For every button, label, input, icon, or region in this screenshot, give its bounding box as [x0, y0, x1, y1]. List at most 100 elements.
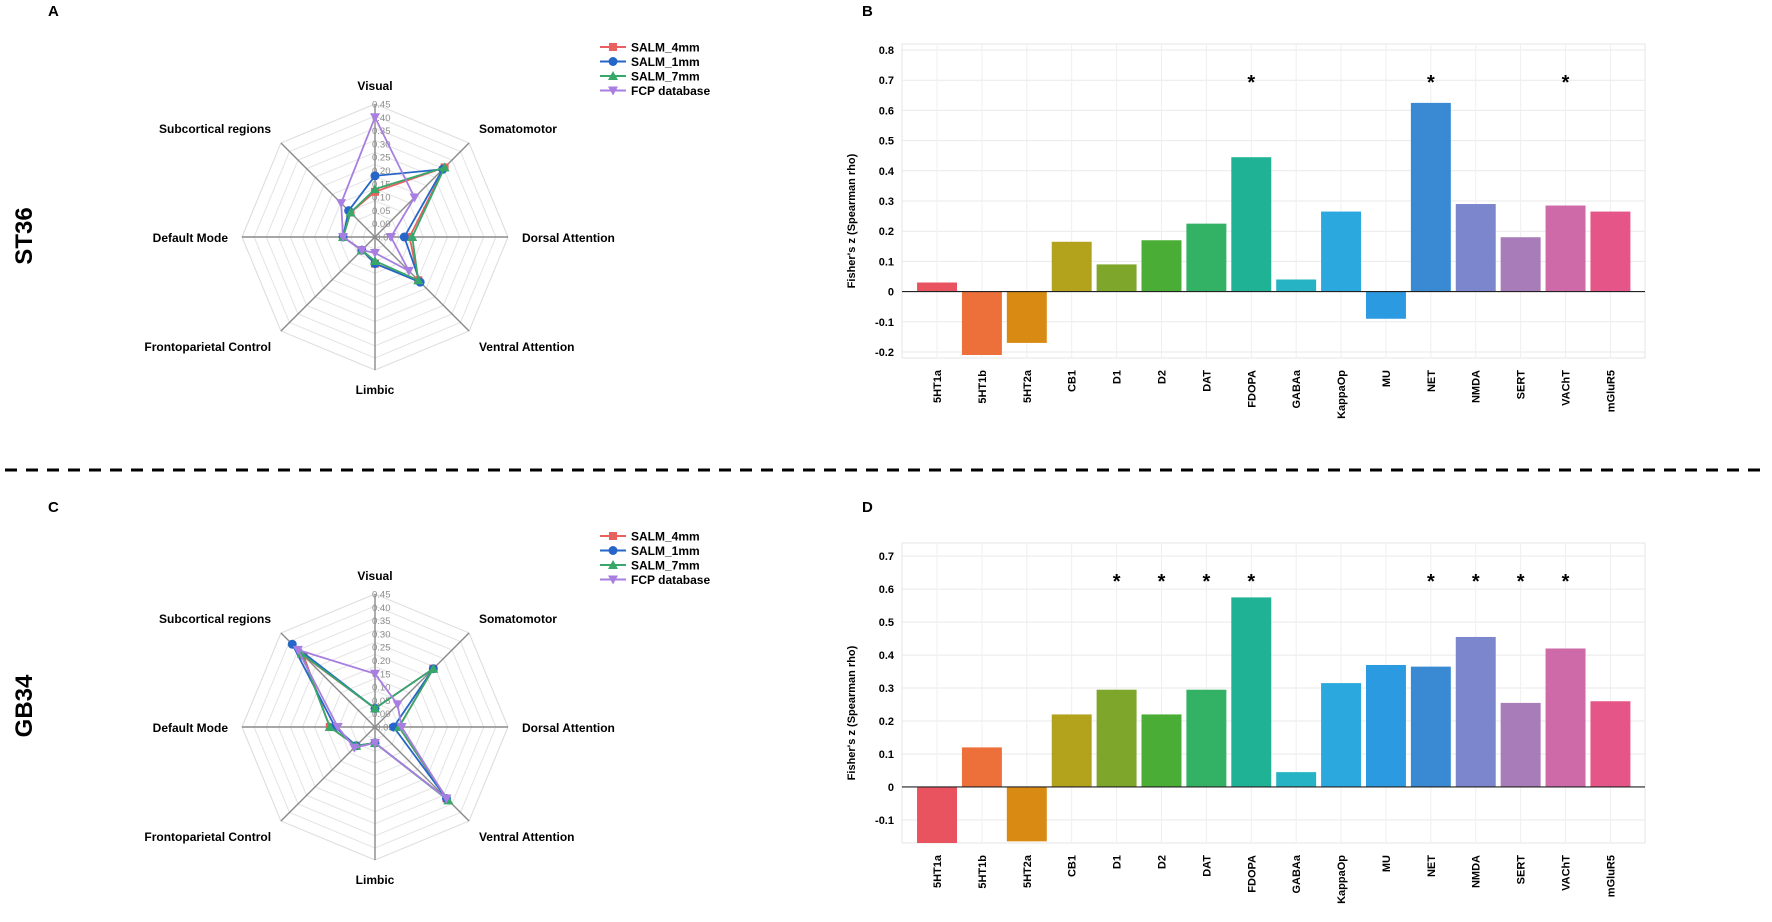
legend-marker-salm-7mm — [608, 71, 618, 80]
radar-point-fcp-database — [336, 199, 347, 209]
legend-marker-fcp-database — [608, 575, 618, 585]
x-tick-label-cb1: CB1 — [1067, 855, 1079, 877]
radar-point-salm-7mm — [370, 703, 380, 713]
radar-tick-label: 0.30 — [372, 629, 391, 640]
panel-label-b: B — [862, 3, 873, 20]
y-tick-label: 0 — [888, 782, 894, 794]
radar-tick-label: 0.00 — [372, 709, 391, 720]
significance-mark-fdopa: * — [1247, 72, 1255, 94]
radar-point-salm-7mm — [428, 663, 439, 673]
x-tick-label-kappaop: KappaOp — [1336, 370, 1348, 419]
significance-mark-dat: * — [1202, 571, 1210, 593]
significance-mark-net: * — [1427, 571, 1435, 593]
x-tick-label-sert: SERT — [1516, 370, 1528, 400]
radar-tick-label: 0.10 — [372, 683, 391, 694]
bar-gabaa — [1276, 279, 1317, 292]
x-tick-label-vacht: VAChT — [1561, 855, 1573, 891]
y-tick-label: 0.1 — [879, 256, 894, 268]
radar-tick-label: 0.25 — [372, 153, 391, 164]
radar-spoke — [374, 726, 470, 822]
radar-axis-label-somatomotor: Somatomotor — [479, 612, 557, 626]
radar-point-salm-1mm — [399, 232, 409, 242]
y-tick-label: 0.5 — [879, 617, 894, 629]
radar-axis-label-limbic: Limbic — [356, 383, 395, 397]
x-tick-label-mu: MU — [1381, 855, 1393, 872]
bar-net — [1410, 102, 1451, 292]
radar-tick-label: 0.05 — [372, 696, 391, 707]
radar-tick-label: 0.00 — [372, 219, 391, 230]
x-tick-label-gabaa: GABAa — [1291, 369, 1303, 408]
bar-mu — [1365, 664, 1406, 787]
radar-point-salm-7mm — [407, 232, 418, 241]
radar-point-fcp-database — [370, 248, 380, 258]
radar-point-fcp-database — [441, 794, 452, 804]
radar-axis-label-visual: Visual — [357, 569, 392, 583]
radar-axis-label-limbic: Limbic — [356, 873, 395, 887]
bar-kappaop — [1321, 683, 1362, 787]
significance-mark-fdopa: * — [1247, 571, 1255, 593]
significance-mark-d1: * — [1113, 571, 1121, 593]
radar-point-salm-7mm — [370, 184, 380, 194]
radar-point-fcp-database — [370, 738, 380, 748]
radar-point-fcp-database — [409, 193, 420, 203]
row-label-st36: ST36 — [11, 207, 38, 264]
x-tick-label-kappaop: KappaOp — [1336, 855, 1348, 904]
y-tick-label: 0.2 — [879, 716, 894, 728]
radar-tick-label: 0.40 — [372, 603, 391, 614]
bar-5ht1a — [917, 786, 957, 843]
legend-label-fcp-database: FCP database — [631, 573, 710, 587]
x-tick-label-mglur5: mGluR5 — [1605, 370, 1617, 412]
legend-label-salm-7mm: SALM_7mm — [631, 559, 700, 573]
bar-dat — [1186, 223, 1227, 292]
radar-point-salm-7mm — [345, 207, 356, 217]
radar-point-fcp-database — [370, 113, 380, 123]
legend-marker-salm-1mm — [608, 546, 618, 555]
bar-gabaa — [1276, 772, 1317, 787]
significance-mark-net: * — [1427, 72, 1435, 94]
radar-tick-label: 0.30 — [372, 139, 391, 150]
radar-point-fcp-database — [349, 743, 360, 753]
y-tick-label: 0.8 — [879, 45, 894, 57]
significance-mark-vacht: * — [1562, 72, 1570, 94]
bar-cb1 — [1051, 714, 1092, 787]
legend-marker-salm-4mm — [609, 43, 617, 51]
radar-point-fcp-database — [356, 246, 367, 256]
radar-axis-label-subcortical-regions: Subcortical regions — [159, 122, 271, 136]
y-tick-label: 0.7 — [879, 75, 894, 87]
panel-label-c: C — [48, 499, 59, 516]
radar-axis-label-frontoparietal-control: Frontoparietal Control — [144, 830, 271, 844]
significance-mark-d2: * — [1158, 571, 1166, 593]
x-tick-label-d1: D1 — [1112, 370, 1124, 384]
radar-point-fcp-database — [396, 723, 407, 732]
x-tick-label-5ht1b: 5HT1b — [977, 370, 989, 404]
bar-d1 — [1096, 264, 1137, 292]
y-tick-label: -0.1 — [875, 815, 894, 827]
x-tick-label-d2: D2 — [1156, 370, 1168, 384]
x-tick-label-sert: SERT — [1516, 855, 1528, 885]
bar-dat — [1186, 689, 1227, 787]
bar-d1 — [1096, 689, 1137, 787]
radar-spoke — [280, 142, 376, 238]
radar-axis-label-subcortical-regions: Subcortical regions — [159, 612, 271, 626]
bar-chart-d: -0.1 0 0.1 0.2 0.3 0.4 0.5 0.6 0.7 * * * * * * * * 5HT1a 5… — [846, 542, 1646, 904]
y-tick-label: 0.7 — [879, 551, 894, 563]
row-label-gb34: GB34 — [11, 674, 38, 737]
plot-frame — [901, 542, 1646, 844]
bar-5ht2a — [1006, 291, 1047, 343]
radar-axis-label-default-mode: Default Mode — [153, 721, 229, 735]
x-tick-label-net: NET — [1426, 370, 1438, 392]
radar-tick-label: 0.05 — [372, 206, 391, 217]
radar-point-salm-7mm — [370, 255, 380, 265]
radar-tick-label: 0.40 — [372, 113, 391, 124]
significance-mark-nmda: * — [1472, 571, 1480, 593]
x-tick-label-d2: D2 — [1156, 855, 1168, 869]
bar-sert — [1500, 702, 1541, 787]
y-tick-label: -0.1 — [875, 317, 894, 329]
radar-axis-label-default-mode: Default Mode — [153, 231, 229, 245]
legend-label-fcp-database: FCP database — [631, 84, 710, 98]
radar-tick-label: 0.25 — [372, 643, 391, 654]
legend-marker-salm-4mm — [609, 532, 617, 540]
x-tick-label-gabaa: GABAa — [1291, 854, 1303, 893]
radar-point-salm-7mm — [296, 648, 307, 658]
y-tick-label: -0.2 — [875, 347, 894, 359]
